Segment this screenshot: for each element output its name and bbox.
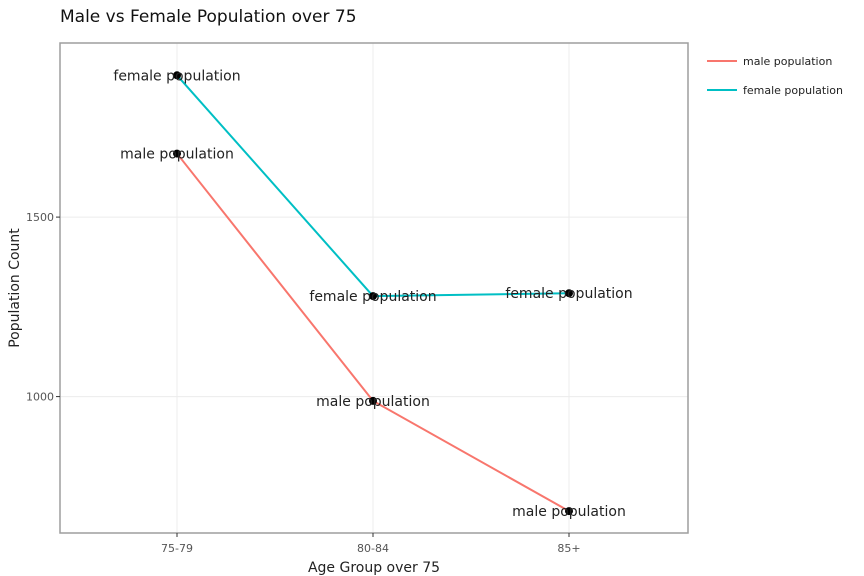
data-label: male population	[512, 504, 626, 520]
data-label: male population	[120, 147, 234, 163]
plot-border	[59, 42, 689, 534]
data-point	[565, 507, 573, 516]
legend-label: male population	[743, 55, 832, 68]
grid	[60, 43, 688, 533]
data-labels-group: male population male population male popul…	[113, 68, 632, 520]
points-group	[173, 71, 573, 516]
data-label: female population	[113, 68, 240, 84]
y-tick-label: 1500	[26, 211, 54, 224]
data-label: female population	[505, 286, 632, 302]
x-tick-label: 80-84	[357, 542, 389, 555]
data-point	[565, 289, 573, 298]
data-point	[173, 71, 181, 80]
data-point	[173, 149, 181, 158]
data-point	[369, 292, 377, 301]
ticks-group: 1000 1500 75-79 80-84 85+	[26, 211, 581, 555]
legend: male population female population	[707, 55, 843, 97]
x-axis-title: Age Group over 75	[308, 560, 440, 576]
x-tick-label: 75-79	[161, 542, 193, 555]
data-label: male population	[316, 394, 430, 410]
y-tick-label: 1000	[26, 391, 54, 404]
data-point	[369, 396, 377, 405]
x-tick-label: 85+	[557, 542, 580, 555]
legend-label: female population	[743, 84, 843, 97]
y-axis-title: Population Count	[7, 228, 23, 348]
data-label: female population	[309, 289, 436, 305]
chart-title: Male vs Female Population over 75	[60, 7, 357, 27]
